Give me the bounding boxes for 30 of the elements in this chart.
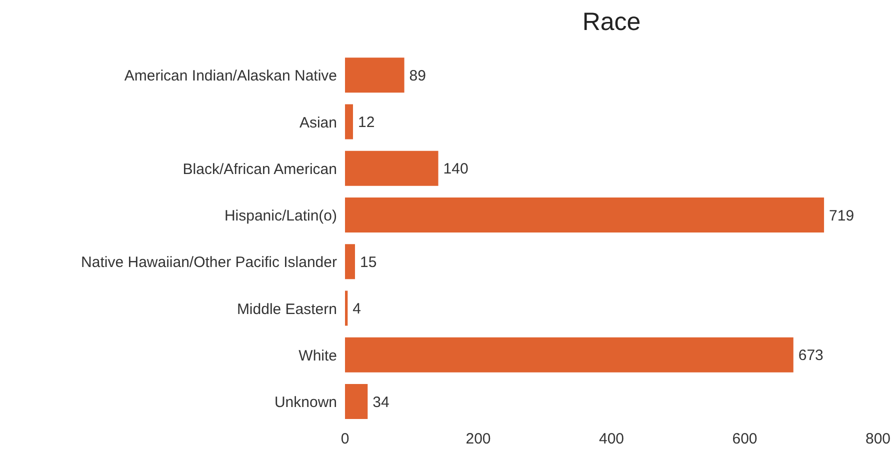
- bar: [345, 150, 438, 186]
- x-tick-label: 200: [466, 430, 491, 448]
- y-tick-label: Native Hawaiian/Other Pacific Islander: [81, 254, 337, 272]
- x-tick-label: 400: [598, 430, 624, 448]
- bar: [345, 337, 794, 372]
- data-label: 15: [360, 254, 377, 271]
- data-label: 89: [409, 67, 426, 84]
- y-tick-label: Hispanic/Latin(o): [224, 208, 337, 225]
- data-label: 34: [372, 394, 390, 411]
- y-tick-label: Middle Eastern: [236, 300, 337, 318]
- y-tick-label: American Indian/Alaskan Native: [124, 68, 337, 85]
- data-label: 12: [358, 114, 375, 132]
- bar: [345, 244, 355, 280]
- x-tick-label: 600: [732, 430, 758, 448]
- chart-title: Race: [582, 8, 641, 36]
- y-tick-label: Asian: [299, 114, 337, 132]
- bar: [345, 197, 824, 232]
- data-label: 140: [443, 160, 468, 178]
- x-tick-label: 0: [340, 430, 350, 448]
- data-label: 673: [798, 347, 824, 364]
- y-tick-label: White: [298, 347, 337, 364]
- bar: [345, 384, 368, 419]
- bar: [345, 290, 348, 326]
- y-tick-label: Unknown: [274, 394, 337, 412]
- bar: [345, 104, 353, 140]
- bar: [345, 58, 404, 93]
- data-label: 719: [829, 207, 854, 224]
- data-label: 4: [352, 300, 362, 318]
- x-tick-label: 800: [865, 430, 891, 448]
- y-tick-label: Black/African American: [182, 160, 337, 178]
